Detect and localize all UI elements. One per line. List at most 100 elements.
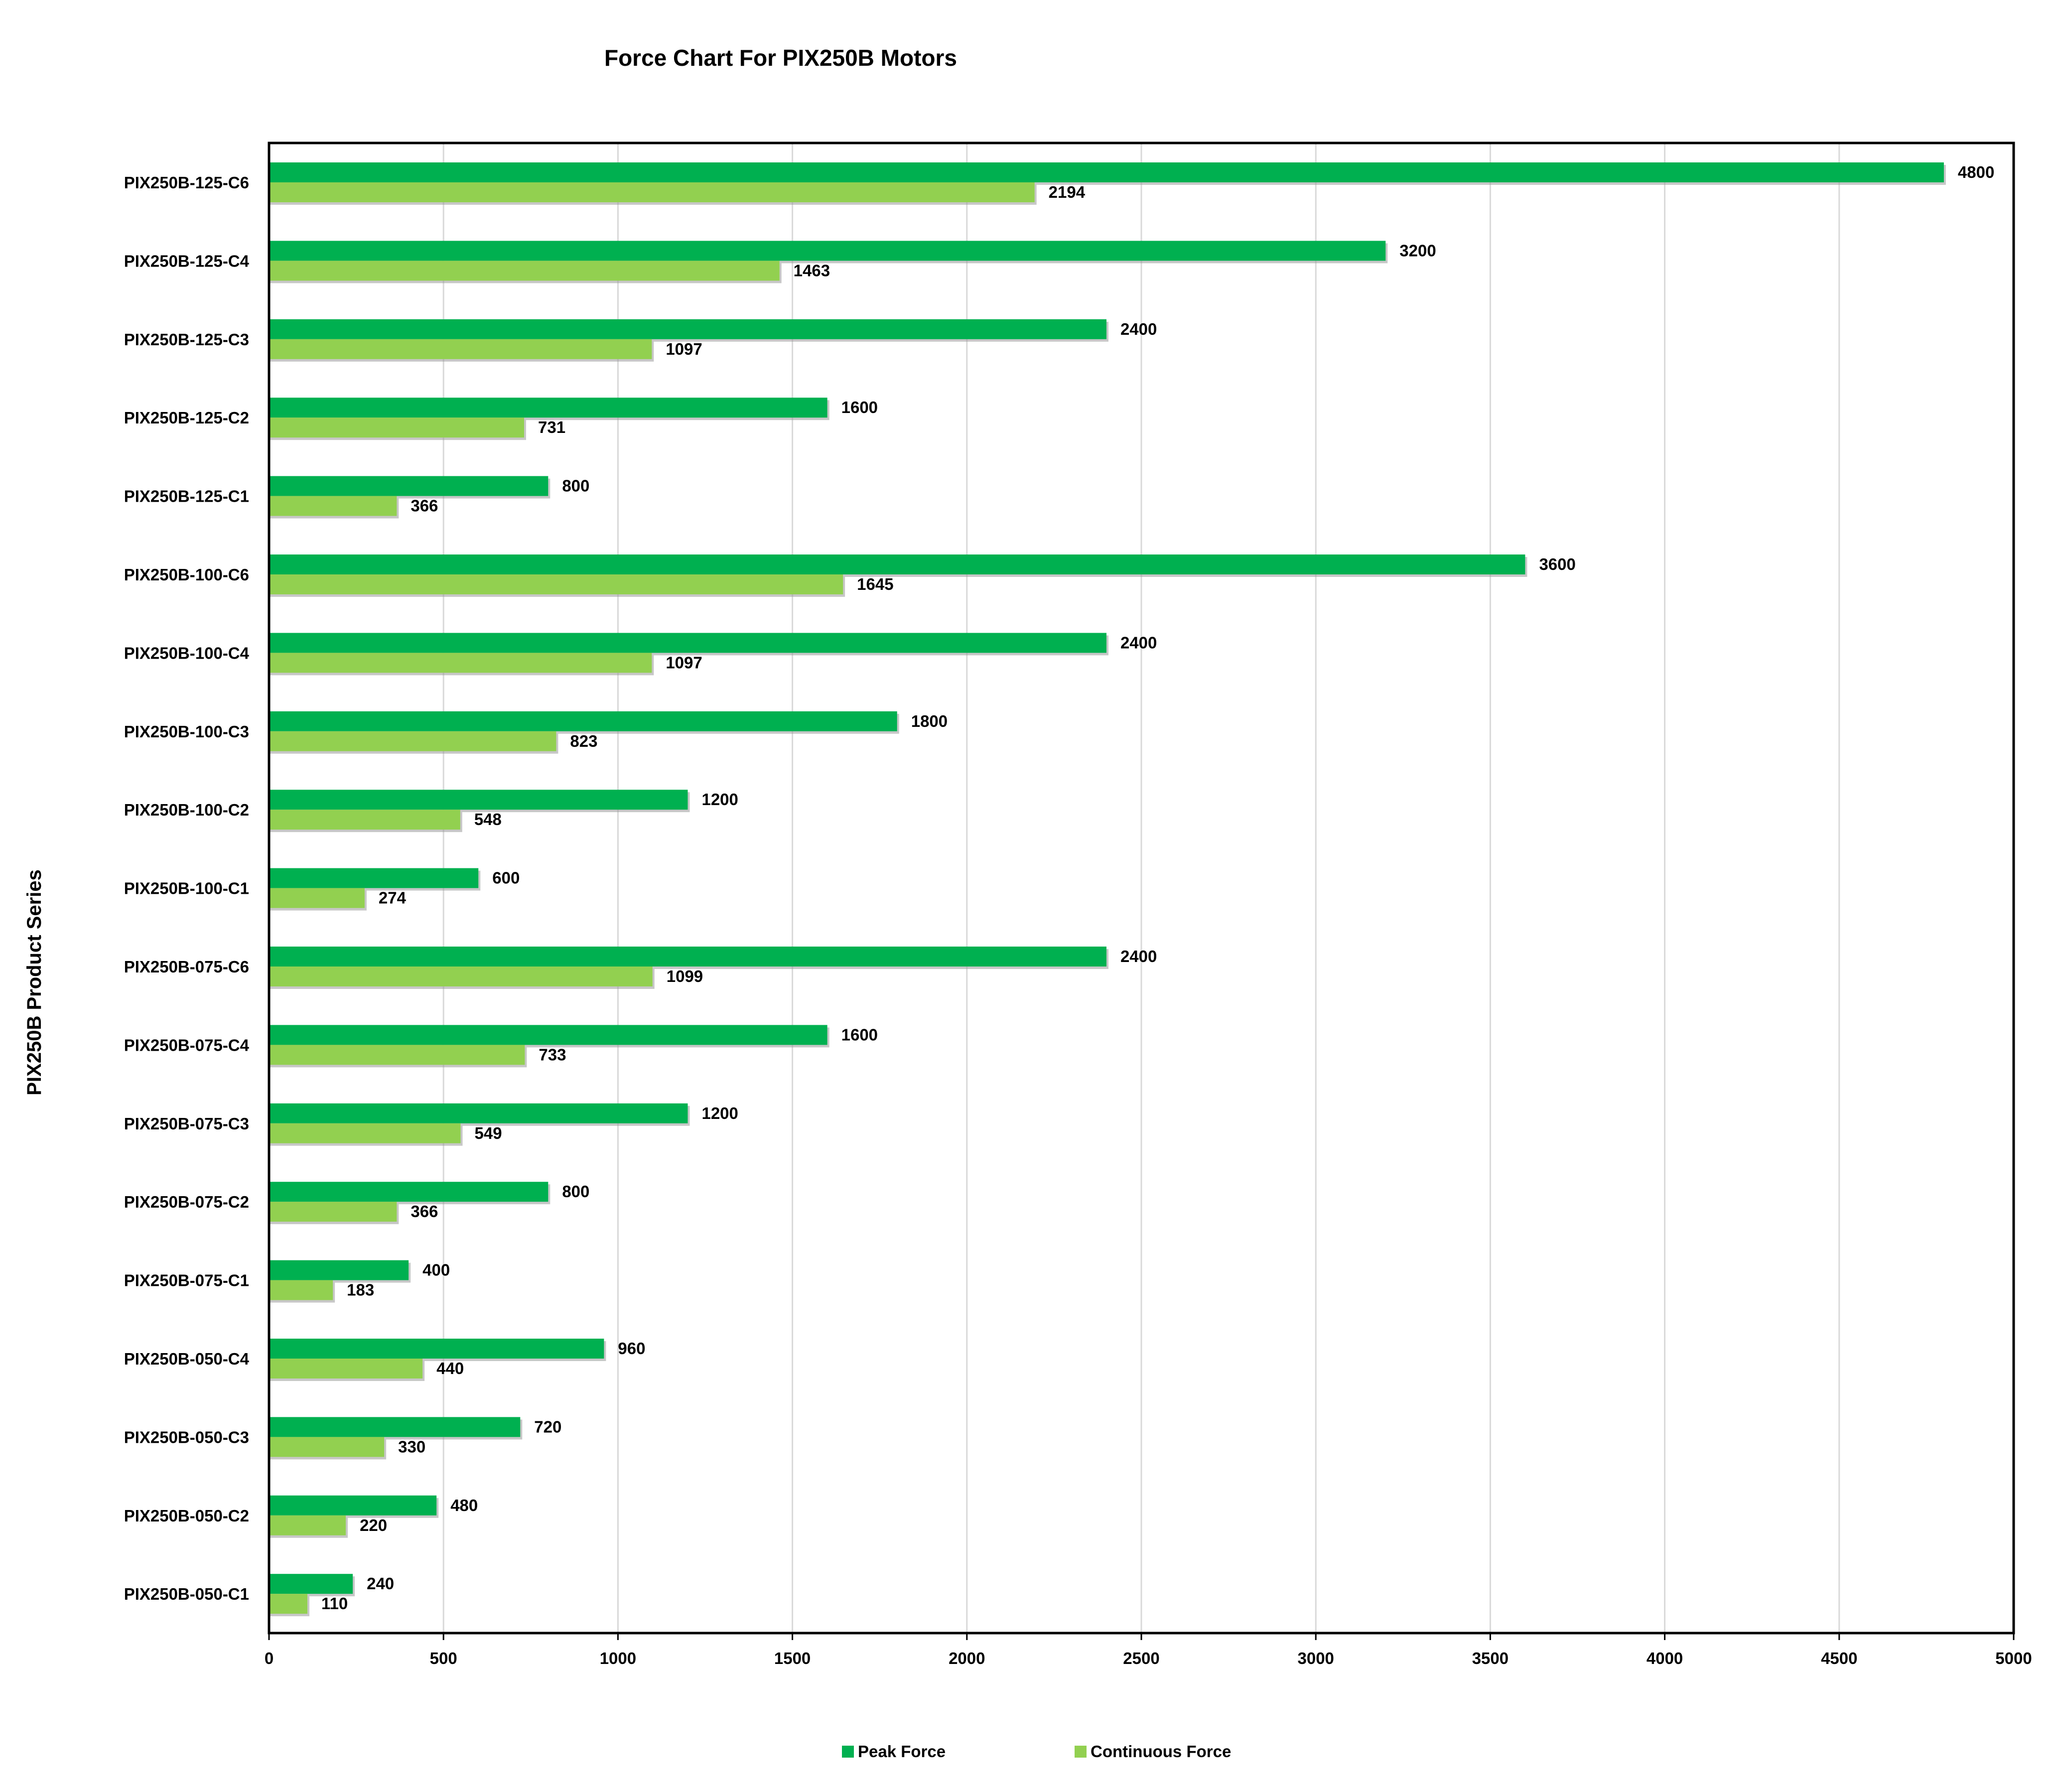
peak-force-bar	[269, 1182, 549, 1202]
continuous-force-data-label: 2194	[1049, 183, 1086, 201]
legend: Peak Force Continuous Force	[842, 1742, 1231, 1761]
continuous-force-data-label: 183	[347, 1281, 374, 1299]
continuous-force-data-label: 1097	[666, 340, 702, 358]
chart-title: Force Chart For PIX250B Motors	[604, 45, 957, 71]
category-label: PIX250B-075-C2	[124, 1193, 249, 1211]
continuous-force-data-label: 823	[570, 732, 597, 750]
peak-force-data-label: 1800	[911, 712, 948, 730]
legend-label: Peak Force	[858, 1742, 946, 1761]
continuous-force-bar	[269, 1123, 461, 1143]
peak-force-data-label: 600	[492, 869, 520, 887]
category-label: PIX250B-125-C1	[124, 487, 249, 506]
continuous-force-bar	[269, 810, 460, 830]
peak-force-data-label: 720	[534, 1417, 561, 1436]
x-tick-label: 1500	[774, 1649, 811, 1667]
continuous-force-bar	[269, 1359, 423, 1378]
continuous-force-bar	[269, 182, 1035, 202]
category-label: PIX250B-100-C3	[124, 722, 249, 741]
bars: 4800 2194 3200 1463 2400 1097 1600 731 800 366 360…	[269, 162, 1994, 1617]
x-tick-label: 1000	[600, 1649, 636, 1667]
continuous-force-data-label: 731	[538, 418, 565, 436]
peak-force-bar	[269, 1495, 437, 1516]
x-tick-label: 3500	[1472, 1649, 1509, 1667]
continuous-force-bar	[269, 1045, 525, 1065]
peak-force-bar	[269, 1339, 604, 1359]
peak-force-data-label: 800	[562, 477, 589, 495]
category-label: PIX250B-050-C2	[124, 1507, 249, 1525]
continuous-force-data-label: 549	[475, 1124, 502, 1142]
y-axis-title: PIX250B Product Series	[23, 869, 45, 1096]
peak-force-data-label: 400	[422, 1261, 450, 1279]
peak-force-bar	[269, 790, 688, 810]
category-label: PIX250B-050-C1	[124, 1585, 249, 1603]
continuous-force-data-label: 733	[539, 1045, 566, 1064]
continuous-force-data-label: 110	[321, 1594, 348, 1613]
category-label: PIX250B-075-C3	[124, 1114, 249, 1133]
peak-force-bar	[269, 1260, 409, 1280]
x-tick-label: 2500	[1123, 1649, 1159, 1667]
continuous-force-bar	[269, 888, 365, 908]
continuous-force-data-label: 366	[411, 497, 438, 515]
peak-force-data-label: 1600	[841, 398, 878, 416]
peak-force-data-label: 2400	[1120, 320, 1157, 338]
continuous-force-data-label: 330	[398, 1437, 425, 1456]
peak-force-data-label: 240	[367, 1574, 394, 1593]
x-tick-label: 3000	[1297, 1649, 1334, 1667]
peak-force-data-label: 1200	[701, 790, 738, 809]
continuous-force-bar	[269, 966, 653, 986]
peak-force-bar	[269, 1103, 688, 1123]
peak-force-data-label: 480	[450, 1496, 478, 1515]
x-tick-label: 500	[430, 1649, 457, 1667]
continuous-force-data-label: 440	[436, 1359, 464, 1378]
peak-force-data-label: 1200	[701, 1104, 738, 1122]
continuous-force-bar	[269, 1437, 385, 1457]
x-tick-label: 4000	[1647, 1649, 1683, 1667]
legend-swatch	[842, 1746, 854, 1758]
category-labels: PIX250B-125-C6 PIX250B-125-C4 PIX250B-125-…	[124, 173, 250, 1603]
continuous-force-data-label: 366	[411, 1202, 438, 1221]
x-tick-labels: 0 500 1000 1500 2000 2500 3000 3500 4000 4500 5000	[265, 1633, 2032, 1667]
continuous-force-bar	[269, 417, 524, 438]
continuous-force-data-label: 1463	[794, 261, 830, 279]
legend-label: Continuous Force	[1091, 1742, 1231, 1761]
x-tick-label: 4500	[1821, 1649, 1857, 1667]
continuous-force-data-label: 274	[379, 889, 407, 907]
continuous-force-data-label: 1099	[667, 967, 703, 985]
peak-force-bar	[269, 1417, 521, 1437]
peak-force-bar	[269, 947, 1106, 966]
category-label: PIX250B-100-C6	[124, 565, 249, 584]
peak-force-bar	[269, 398, 827, 418]
peak-force-data-label: 3200	[1399, 241, 1436, 260]
peak-force-bar	[269, 162, 1944, 182]
continuous-force-bar	[269, 1515, 346, 1535]
x-tick-label: 2000	[949, 1649, 985, 1667]
category-label: PIX250B-050-C3	[124, 1428, 249, 1446]
category-label: PIX250B-075-C6	[124, 958, 249, 976]
peak-force-bar	[269, 554, 1525, 574]
continuous-force-data-label: 1097	[666, 653, 702, 672]
category-label: PIX250B-125-C3	[124, 330, 249, 349]
continuous-force-bar	[269, 1594, 308, 1614]
category-label: PIX250B-125-C2	[124, 409, 249, 427]
peak-force-bar	[269, 476, 549, 496]
peak-force-bar	[269, 319, 1106, 339]
continuous-force-data-label: 1645	[857, 575, 893, 593]
continuous-force-bar	[269, 731, 556, 751]
category-label: PIX250B-075-C4	[124, 1036, 250, 1054]
category-label: PIX250B-125-C6	[124, 173, 249, 192]
category-label: PIX250B-125-C4	[124, 252, 250, 270]
plot-frame	[268, 141, 2015, 1635]
category-label: PIX250B-075-C1	[124, 1271, 249, 1290]
category-label: PIX250B-100-C4	[124, 644, 250, 662]
continuous-force-data-label: 548	[474, 810, 502, 828]
peak-force-bar	[269, 1025, 827, 1045]
peak-force-bar	[269, 868, 479, 888]
peak-force-data-label: 2400	[1120, 947, 1157, 965]
continuous-force-bar	[269, 339, 652, 359]
continuous-force-bar	[269, 653, 652, 673]
continuous-force-data-label: 220	[360, 1516, 387, 1534]
category-label: PIX250B-050-C4	[124, 1350, 250, 1368]
continuous-force-bar	[269, 261, 780, 281]
continuous-force-bar	[269, 1202, 397, 1222]
